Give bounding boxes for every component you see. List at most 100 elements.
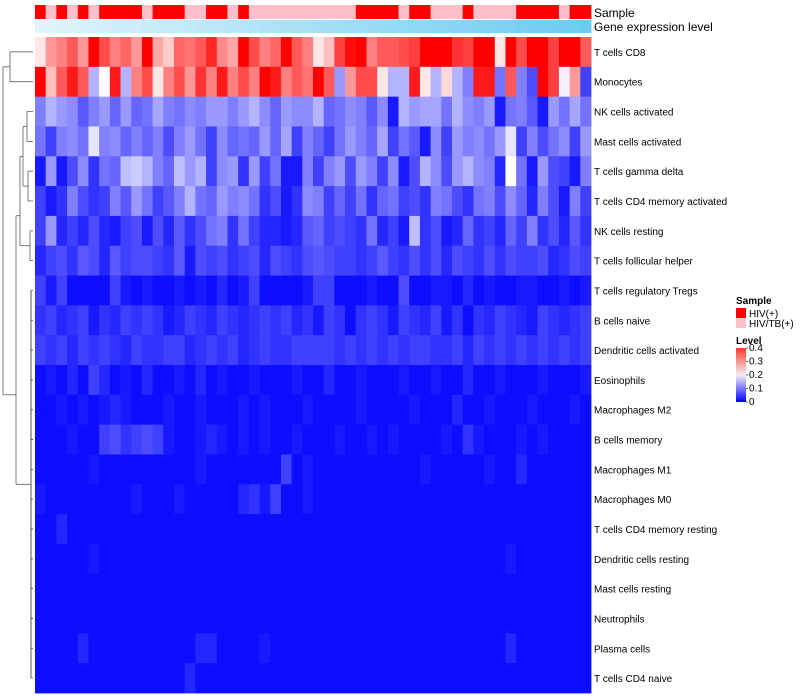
heatmap-cell: [206, 186, 218, 217]
row-label: Neutrophils: [594, 614, 645, 625]
sample-annotation-cell: [99, 5, 111, 19]
heatmap-cell: [580, 543, 592, 575]
heatmap-cell: [334, 66, 346, 98]
legend-tick-label: 0.3: [749, 357, 763, 368]
heatmap-cell: [526, 454, 538, 485]
heatmap-cell: [569, 424, 581, 455]
heatmap-cell: [345, 484, 357, 515]
heatmap-cell: [430, 633, 442, 664]
heatmap-cell: [430, 126, 442, 157]
heatmap-cell: [441, 215, 453, 247]
heatmap-cell: [45, 305, 57, 336]
sample-annotation-cell: [505, 5, 517, 19]
heatmap-cell: [238, 365, 250, 396]
heatmap-cell: [398, 37, 410, 68]
heatmap-cell: [77, 96, 89, 127]
heatmap-cell: [398, 275, 410, 306]
heatmap-cell: [270, 424, 282, 455]
heatmap-cell: [569, 156, 581, 187]
heatmap-cell: [238, 335, 250, 366]
heatmap-cell: [109, 156, 121, 187]
heatmap-cell: [120, 514, 132, 545]
heatmap-cell: [195, 186, 207, 217]
heatmap-cell: [280, 275, 293, 306]
heatmap-cell: [45, 573, 57, 604]
heatmap-cell: [216, 96, 228, 127]
heatmap-cell: [141, 573, 154, 604]
heatmap-cell: [377, 335, 389, 366]
heatmap-cell: [323, 245, 335, 276]
heatmap-cell: [398, 514, 410, 545]
heatmap-cell: [355, 275, 367, 306]
heatmap-cell: [537, 96, 549, 127]
heatmap-cell: [216, 514, 228, 545]
heatmap-cell: [366, 454, 378, 485]
heatmap-cell: [120, 156, 132, 187]
heatmap-cell: [184, 424, 196, 455]
expression-annotation-cell: [409, 20, 421, 33]
heatmap-cell: [441, 543, 453, 575]
heatmap-cell: [120, 484, 132, 515]
heatmap-cell: [430, 394, 442, 426]
heatmap-cell: [109, 305, 121, 336]
heatmap-cell: [537, 633, 549, 664]
heatmap-cell: [345, 126, 357, 157]
heatmap-cell: [430, 215, 442, 247]
heatmap-cell: [259, 215, 271, 247]
heatmap-cell: [313, 633, 325, 664]
heatmap-cell: [270, 186, 282, 217]
sample-annotation-cell: [77, 5, 89, 19]
heatmap-cell: [313, 37, 325, 68]
heatmap-cell: [77, 126, 89, 157]
heatmap-cell: [248, 186, 260, 217]
heatmap-cell: [366, 394, 378, 426]
heatmap-cell: [238, 633, 250, 664]
heatmap-cell: [473, 424, 485, 455]
heatmap-cell: [558, 186, 571, 217]
heatmap-cell: [516, 245, 528, 276]
heatmap-cell: [141, 484, 154, 515]
heatmap-cell: [45, 275, 57, 306]
heatmap-cell: [313, 66, 325, 98]
heatmap-cell: [355, 126, 367, 157]
heatmap-cell: [398, 156, 410, 187]
row-label: T cells regulatory Tregs: [594, 286, 698, 297]
heatmap-cell: [291, 543, 303, 575]
heatmap-cell: [505, 126, 517, 157]
expression-annotation-cell: [280, 20, 293, 33]
heatmap-cell: [558, 156, 571, 187]
heatmap-cell: [216, 663, 228, 694]
heatmap-cell: [270, 484, 282, 515]
heatmap-cell: [398, 186, 410, 217]
heatmap-cell: [313, 573, 325, 604]
heatmap-cell: [334, 424, 346, 455]
heatmap-cell: [56, 573, 68, 604]
heatmap-cell: [67, 66, 79, 98]
heatmap-cell: [569, 37, 581, 68]
heatmap-cell: [484, 37, 496, 68]
heatmap-cell: [35, 156, 47, 187]
heatmap-cell: [67, 37, 79, 68]
heatmap-cell: [67, 215, 79, 247]
heatmap-cell: [120, 603, 132, 634]
heatmap-cell: [505, 245, 517, 276]
heatmap-cell: [558, 96, 571, 127]
heatmap-cell: [280, 454, 293, 485]
heatmap-cell: [558, 573, 571, 604]
expression-annotation-cell: [184, 20, 196, 33]
heatmap-cell: [462, 663, 474, 694]
heatmap-cell: [109, 96, 121, 127]
heatmap-cell: [473, 543, 485, 575]
heatmap-cell: [419, 365, 432, 396]
heatmap-cell: [259, 186, 271, 217]
heatmap-cell: [45, 215, 57, 247]
heatmap-cell: [419, 543, 432, 575]
heatmap-cell: [302, 484, 314, 515]
heatmap-cell: [580, 454, 592, 485]
heatmap-cell: [45, 126, 57, 157]
heatmap-cell: [195, 573, 207, 604]
heatmap-cell: [526, 543, 538, 575]
heatmap-cell: [248, 424, 260, 455]
heatmap-cell: [494, 126, 506, 157]
